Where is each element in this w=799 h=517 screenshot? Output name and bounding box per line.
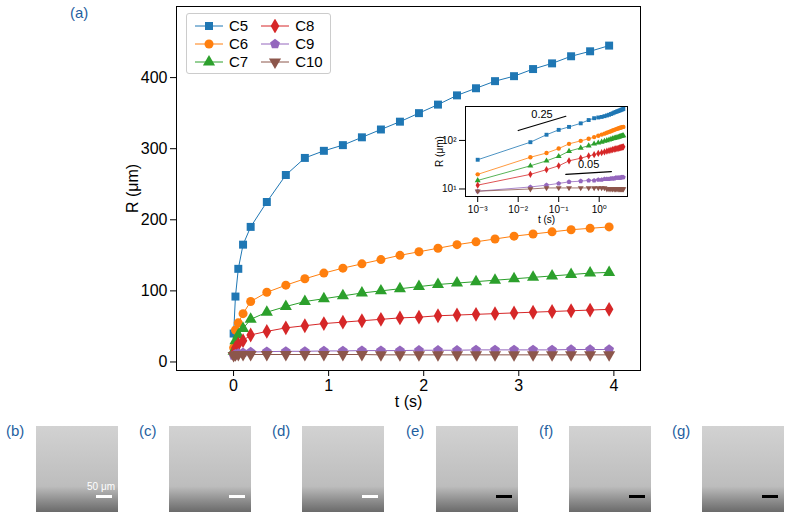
html-text:(a): (a) [70,4,89,21]
svg-text:2: 2 [419,377,428,394]
html-text:(g): (g) [672,422,691,439]
html-text:C10: C10 [295,53,323,70]
svg-text:0: 0 [159,353,168,370]
svg-text:10⁻²: 10⁻² [508,204,528,215]
svg-text:t (s): t (s) [395,393,423,410]
svg-text:10²: 10² [442,134,457,146]
svg-text:0: 0 [229,377,238,394]
html-text:C8: C8 [295,17,315,34]
html-text:(e): (e) [406,422,425,439]
svg-text:R (μm): R (μm) [124,164,141,213]
svg-text:1: 1 [324,377,333,394]
svg-text:R (μm): R (μm) [434,136,445,167]
html-text:(f): (f) [539,422,554,439]
svg-text:10⁻³: 10⁻³ [468,204,488,215]
svg-text:10¹: 10¹ [442,183,457,194]
svg-text:3: 3 [514,377,523,394]
svg-text:10⁰: 10⁰ [592,204,607,215]
svg-text:200: 200 [141,211,168,228]
svg-text:4: 4 [609,377,618,394]
html-text:C7: C7 [229,53,249,70]
svg-text:300: 300 [141,140,168,157]
svg-text:0.05: 0.05 [578,158,599,170]
html-text:(c): (c) [139,422,157,439]
html-text:C6: C6 [229,35,249,52]
svg-text:10⁻¹: 10⁻¹ [548,203,569,215]
html-text:(d): (d) [272,422,291,439]
svg-text:100: 100 [141,282,168,299]
svg-text:t (s): t (s) [538,214,555,225]
svg-text:0.25: 0.25 [531,108,552,120]
html-text:(b): (b) [6,422,25,439]
html-text:50 μm: 50 μm [87,481,115,492]
html-text:C9: C9 [295,35,315,52]
svg-text:400: 400 [141,69,168,86]
html-text:C5: C5 [229,17,249,34]
